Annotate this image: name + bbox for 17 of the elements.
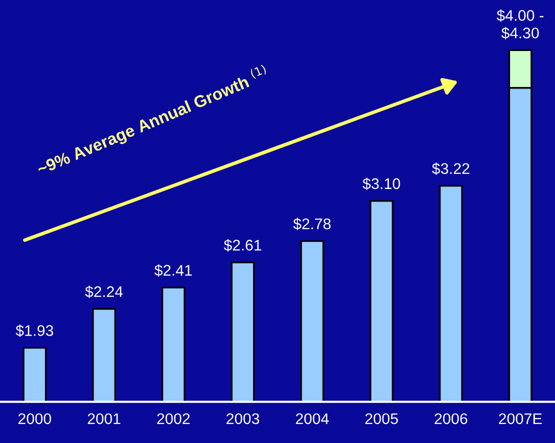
x-tick-label: 2005 — [365, 413, 398, 424]
x-tick-label: 2001 — [88, 413, 120, 424]
data-label: $3.10 — [362, 178, 400, 190]
x-tick-label: 2003 — [226, 413, 260, 424]
data-label: $4.00 - $4.30 — [496, 9, 544, 40]
x-tick-label: 2000 — [18, 413, 52, 424]
annotation: ~9% Average Annual Growth $^{(1)}$ — [34, 64, 270, 178]
x-tick-label: 2002 — [157, 413, 190, 424]
data-label: $1.93 — [16, 324, 54, 337]
x-tick-label: 2007E — [498, 413, 542, 424]
x-tick-label: 2006 — [434, 413, 468, 424]
data-label: $2.24 — [85, 286, 123, 298]
x-tick-label: 2004 — [296, 413, 329, 424]
data-label: $2.61 — [224, 239, 262, 252]
data-label: $2.78 — [293, 218, 331, 230]
data-label: $3.22 — [432, 162, 470, 175]
data-label: $2.41 — [154, 264, 192, 277]
